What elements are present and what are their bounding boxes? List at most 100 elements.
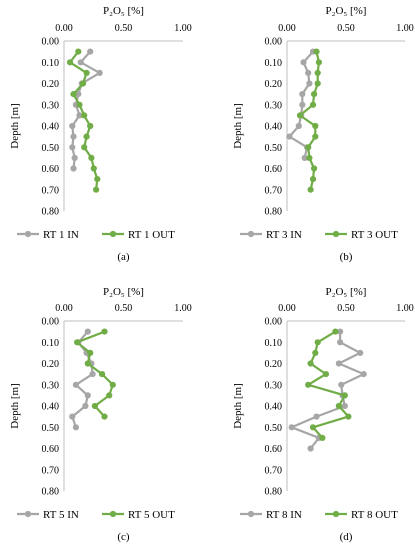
panel-a-y-tick-label: 0.30 [42, 100, 60, 111]
panel-d-y-tick-label: 0.50 [265, 423, 283, 434]
panel-c-y-tick-label: 0.80 [42, 487, 60, 498]
panel-b-series-out-point [307, 186, 314, 193]
panel-d-series-in-point [357, 349, 364, 356]
panel-a-series-out-point [83, 69, 90, 76]
panel-a-series-in-point [76, 112, 83, 119]
panel-d-x-tick-label: 1.00 [396, 303, 414, 314]
panel-c-series-out-point [101, 328, 108, 335]
panel-c-series-out-point [87, 349, 94, 356]
panel-b-legend-in-swatch-marker [247, 230, 255, 238]
panel-b-series-in-point [306, 80, 313, 87]
panel-b-series-out-point [309, 101, 317, 108]
panel-c: P₂O₅ [%] 0.00 0.50 1.00 0.00 0.10 0.20 0.30 0.40… [9, 286, 192, 543]
panel-b-y-tick-label: 0.40 [265, 122, 283, 133]
panel-a: P₂O₅ [%] 0.00 0.50 1.00 0.00 0.10 0.20 0.30 0.40… [9, 5, 192, 263]
panel-c-series-in-point [72, 424, 79, 431]
panel-b: P₂O₅ [%] 0.00 0.50 1.00 0.00 0.10 0.20 0.30 0.40… [232, 5, 414, 263]
panel-c-y-tick-label: 0.00 [42, 317, 60, 328]
panel-a-series-in-point [77, 59, 84, 66]
panel-b-y-tick-label: 0.60 [265, 164, 283, 175]
panel-d-series-out-point [322, 371, 329, 378]
panel-c-x-tick-label: 0.00 [55, 303, 73, 314]
panel-d-series-in-line [290, 331, 365, 450]
panel-a-series-out-point [87, 122, 94, 130]
panel-c-series-out-point [74, 339, 81, 346]
panel-b-legend-in-label: RT 3 IN [266, 229, 302, 241]
panel-c-y-tick-label: 0.60 [42, 444, 60, 455]
panel-b-y-tick-label: 0.80 [265, 207, 283, 218]
panel-d-series-out-point [345, 413, 352, 420]
panel-c-series-out-point [84, 360, 91, 367]
panel-b-series-out-point [315, 59, 322, 66]
panel-d-y-tick-label: 0.70 [265, 465, 283, 476]
panel-a-series-in-point [75, 91, 82, 98]
panel-d-series-in-point [360, 371, 367, 378]
panel-b-x-tick-label: 0.00 [278, 23, 296, 34]
panel-b-series-out-point [306, 154, 313, 161]
panel-c-y-tick-label: 0.70 [42, 465, 60, 476]
panel-c-legend-out-swatch-marker [109, 510, 117, 518]
panel-d-series-out-point [307, 360, 314, 367]
panel-c-series-out-point [99, 371, 106, 378]
panel-d-label: (d) [340, 531, 353, 543]
panel-a-x-tick-label: 0.00 [55, 23, 73, 34]
panel-c-legend-in-label: RT 5 IN [43, 509, 79, 521]
panel-a-legend-in-swatch-marker [24, 230, 32, 238]
panel-d-series-in-point [313, 413, 320, 420]
panel-c-series-out-point [91, 402, 98, 410]
panel-b-y-tick-label: 0.30 [265, 100, 283, 111]
panel-d-series-out-point [312, 349, 319, 356]
panel-a-y-tick-label: 0.80 [42, 207, 60, 218]
panel-b-title: P₂O₅ [%] [326, 5, 367, 17]
panel-d-series-out-point [314, 339, 321, 346]
panel-d-title: P₂O₅ [%] [326, 286, 367, 298]
panel-d-legend-out-label: RT 8 OUT [351, 509, 398, 521]
panel-a-series-in-point [70, 133, 77, 140]
panel-a-y-tick-label: 0.50 [42, 143, 60, 154]
panel-b-y-tick-label: 0.10 [265, 58, 283, 69]
panel-d-series-in-point [337, 339, 344, 346]
panel-a-y-tick-label: 0.10 [42, 58, 60, 69]
panel-d-series-in-point [338, 381, 345, 388]
panel-a-legend-out-swatch-marker [109, 230, 117, 238]
panel-d-x-tick-label: 0.50 [337, 303, 355, 314]
panel-d-legend-in-swatch-marker [247, 510, 255, 518]
panel-d-y-tick-label: 0.00 [265, 317, 283, 328]
panel-a-series-out-point [81, 144, 88, 151]
panel-d-series-in-point [337, 328, 344, 335]
panel-a-y-tick-label: 0.20 [42, 79, 60, 90]
panel-a-legend-in-label: RT 1 IN [43, 229, 79, 241]
panel-b-series-out-point [314, 80, 321, 87]
panel-a-series-out-point [76, 101, 83, 108]
panel-b-series-in-point [299, 101, 306, 108]
panel-a-series-out-point [93, 186, 100, 193]
panel-a-series-in-point [96, 69, 103, 76]
panel-b-y-tick-label: 0.20 [265, 79, 283, 90]
panel-b-series-out-point [305, 144, 312, 151]
panel-c-series-in-point [84, 328, 91, 335]
panel-c-y-tick-label: 0.30 [42, 380, 60, 391]
panel-a-series-out-point [75, 48, 82, 55]
panel-c-y-axis-label: Depth [m] [9, 383, 21, 429]
panel-a-y-tick-label: 0.40 [42, 122, 60, 133]
panel-a-series-out-point [83, 133, 90, 140]
panel-a-series-out-point [81, 112, 88, 119]
panel-c-y-tick-label: 0.40 [42, 402, 60, 413]
panel-b-y-axis-label: Depth [m] [232, 103, 244, 149]
panel-b-series-in-point [295, 122, 302, 130]
panel-b-y-tick-label: 0.70 [265, 185, 283, 196]
panel-a-series-out-point [70, 91, 77, 98]
panel-b-series-out-point [309, 176, 317, 183]
panel-d-series-out-point [305, 381, 312, 388]
panel-d: P₂O₅ [%] 0.00 0.50 1.00 0.00 0.10 0.20 0.30 0.40… [232, 286, 414, 543]
panel-b-series-in-point [305, 69, 312, 76]
panel-d-series-out-point [319, 434, 326, 441]
panel-d-series-out-point [309, 424, 317, 431]
panel-a-x-tick-label: 0.50 [115, 23, 133, 34]
panel-d-series-in-point [288, 424, 295, 431]
panel-b-series-out-point [312, 122, 319, 130]
panel-d-y-tick-label: 0.80 [265, 487, 283, 498]
panel-d-y-tick-label: 0.20 [265, 359, 283, 370]
panel-c-series-out-point [101, 413, 108, 420]
panel-a-y-tick-label: 0.00 [42, 37, 60, 48]
